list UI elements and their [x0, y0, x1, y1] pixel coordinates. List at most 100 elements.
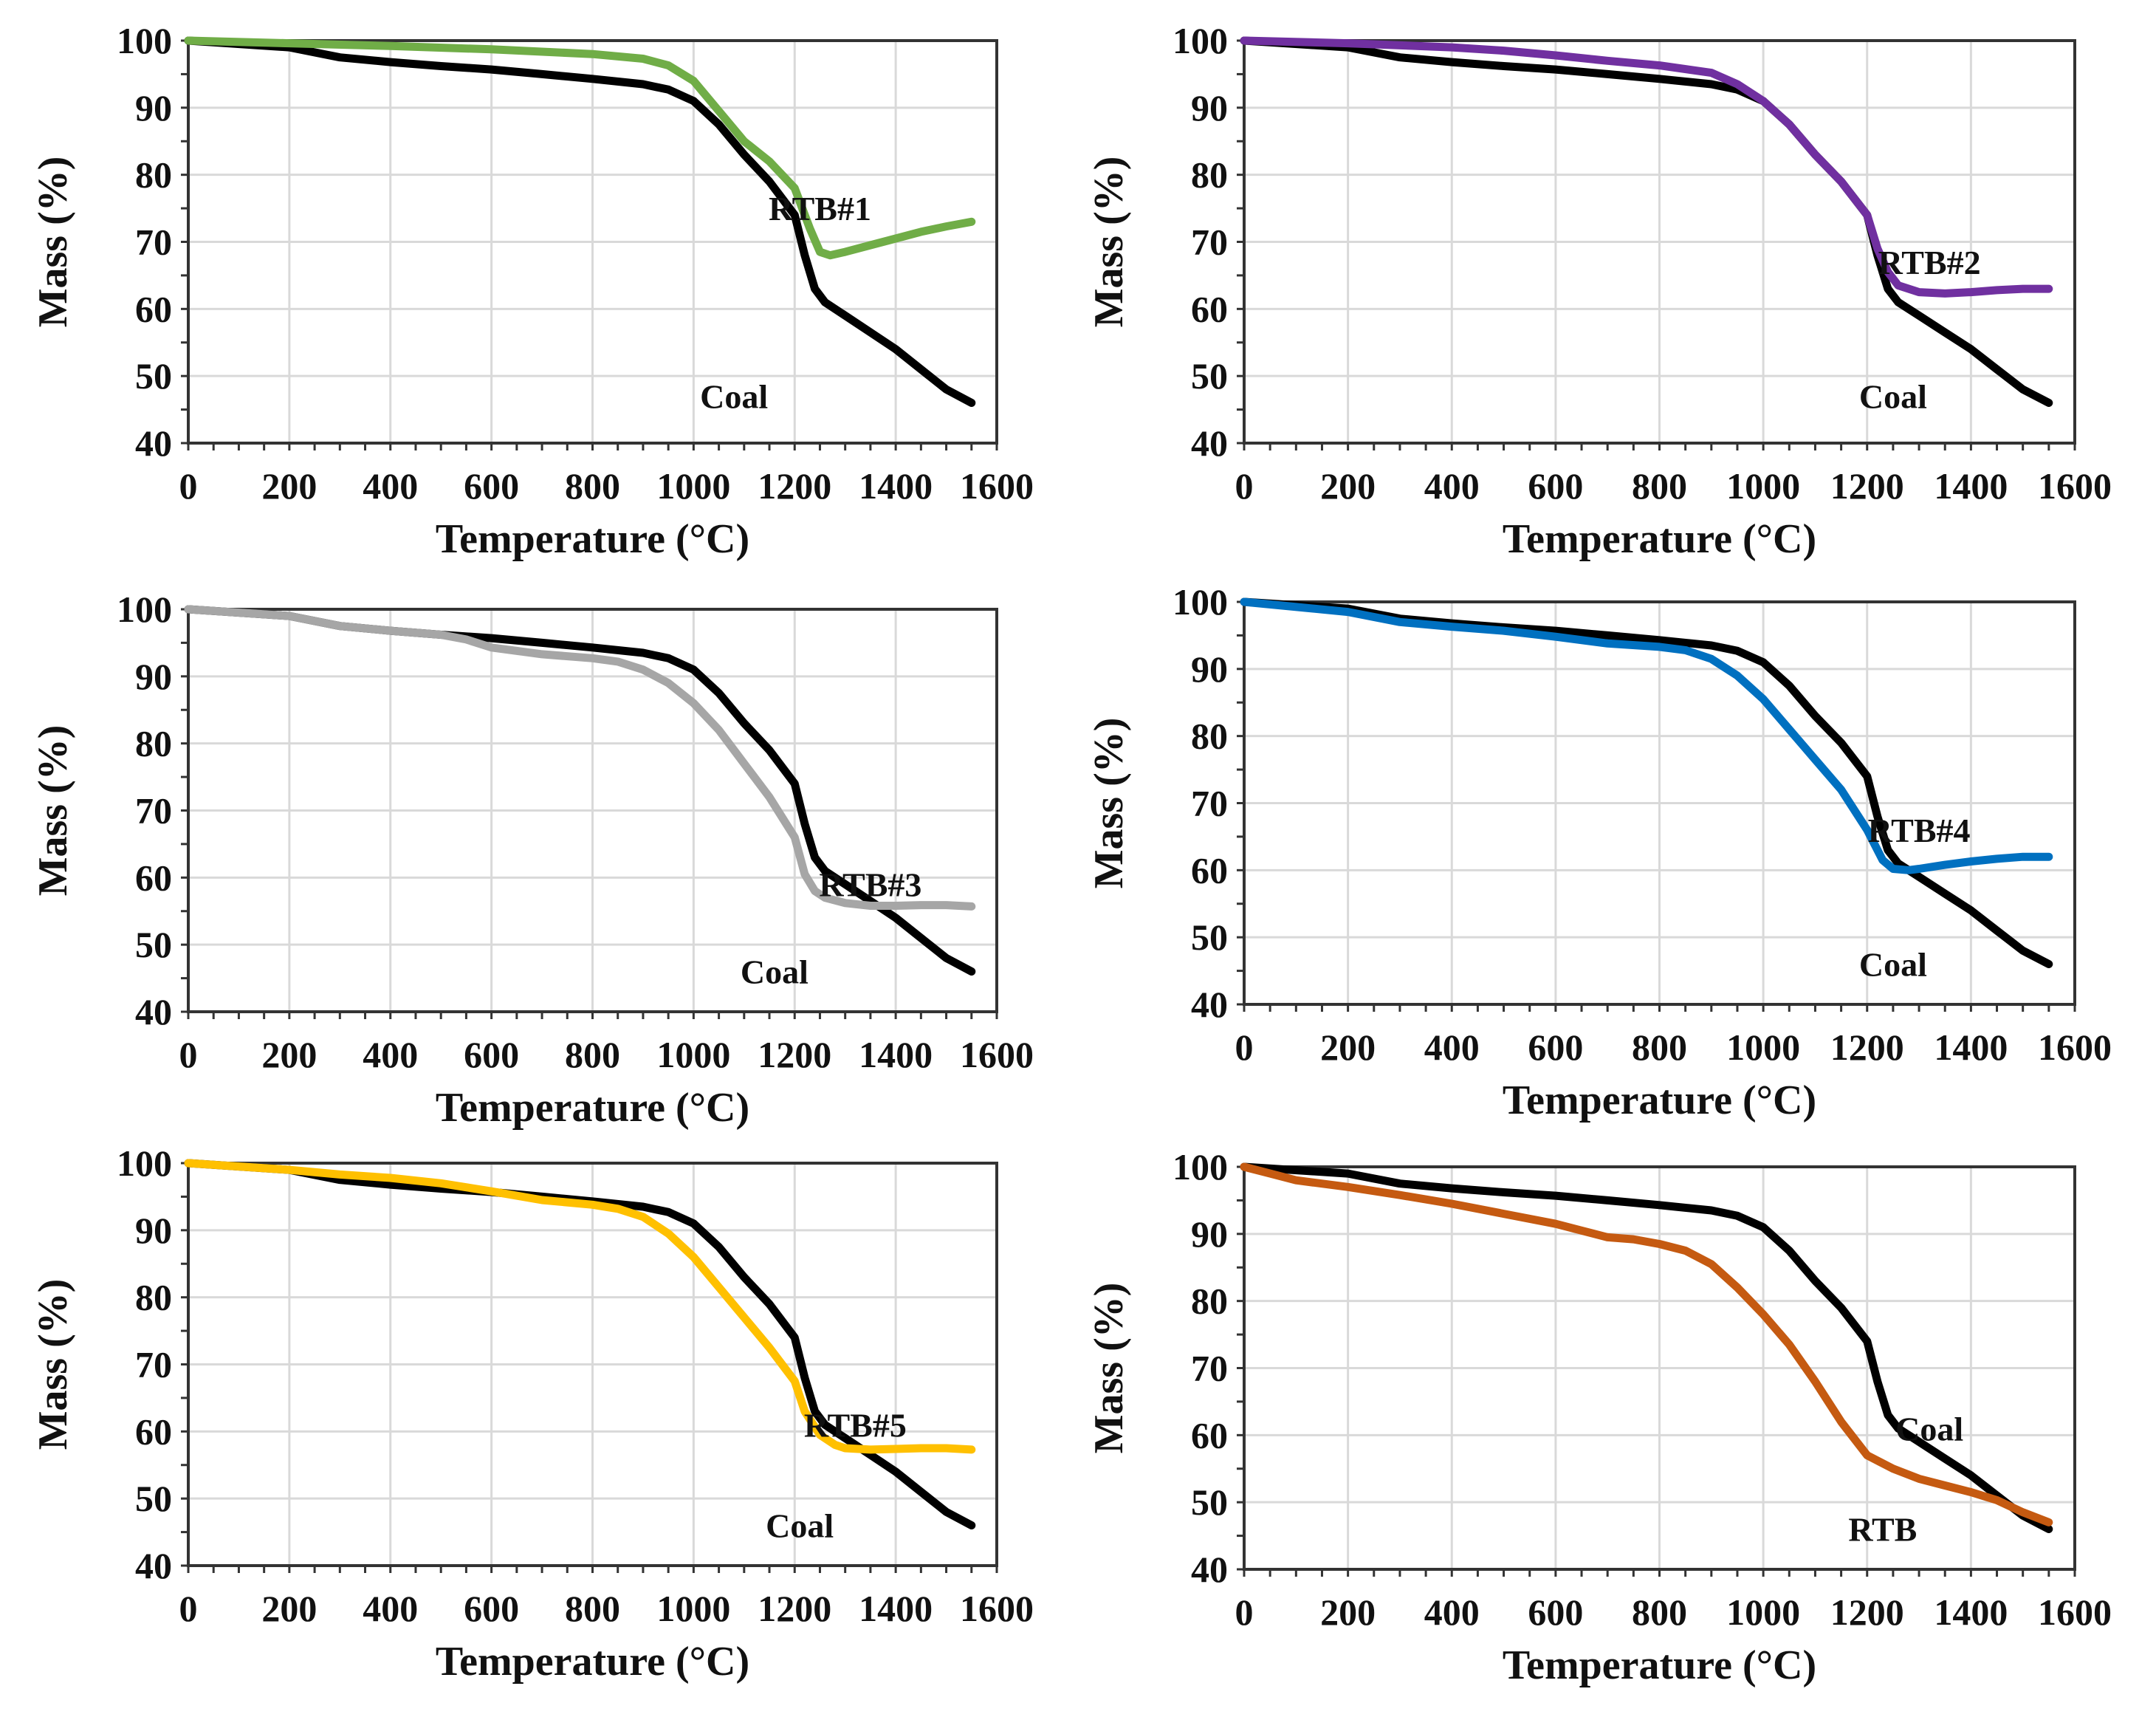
y-tick-label: 100 [117, 589, 172, 630]
x-tick-label: 600 [464, 465, 519, 507]
series-label-rtb-4: RTB#4 [1868, 812, 1971, 849]
x-axis-title: Temperature (°C) [436, 1639, 749, 1685]
y-tick-label: 70 [135, 222, 172, 263]
x-tick-label: 0 [179, 465, 198, 507]
x-axis-title: Temperature (°C) [436, 516, 749, 562]
series-label-rtb-1: RTB#1 [769, 190, 871, 227]
x-tick-label: 400 [363, 1034, 418, 1075]
y-tick-label: 90 [1191, 87, 1228, 128]
x-tick-label: 600 [1528, 1591, 1583, 1633]
series-line-rtb [1240, 1162, 2053, 1526]
y-axis-title: Mass (%) [1086, 157, 1132, 328]
x-tick-label: 200 [1320, 1591, 1376, 1633]
y-tick-label: 60 [135, 288, 172, 329]
x-tick-label: 1600 [2038, 1591, 2112, 1633]
y-tick-label: 60 [1191, 288, 1228, 329]
x-tick-label: 800 [565, 1588, 620, 1629]
y-tick-label: 50 [1191, 355, 1228, 397]
x-tick-label: 1400 [859, 1588, 933, 1629]
x-tick-label: 1000 [656, 465, 730, 507]
plot-frame [187, 608, 998, 1013]
y-tick-label: 80 [135, 1277, 172, 1318]
y-tick-label: 50 [135, 1478, 172, 1519]
y-tick-label: 70 [135, 1344, 172, 1385]
series-line-coal [184, 1159, 976, 1529]
series-line-rtb-5 [184, 1159, 976, 1454]
series-label-coal: Coal [1895, 1410, 1963, 1447]
x-tick-label: 0 [1235, 1027, 1254, 1068]
x-tick-label: 1000 [656, 1588, 730, 1629]
y-tick-label: 100 [1173, 20, 1228, 61]
y-tick-label: 80 [1191, 1281, 1228, 1322]
x-axis-title: Temperature (°C) [1503, 516, 1816, 562]
x-tick-label: 1400 [1934, 465, 2008, 507]
x-tick-label: 1200 [758, 1588, 831, 1629]
series-line-rtb-3 [184, 605, 976, 911]
series-line-rtb-4 [1240, 597, 2053, 874]
x-axis-title: Temperature (°C) [436, 1085, 749, 1131]
x-tick-label: 1600 [2038, 465, 2112, 507]
x-tick-label: 1000 [1726, 1591, 1800, 1633]
x-tick-label: 800 [1632, 1027, 1687, 1068]
series-label-coal: Coal [1859, 377, 1927, 415]
y-axis-title: Mass (%) [1086, 1283, 1132, 1454]
y-axis-title: Mass (%) [30, 157, 76, 328]
x-tick-label: 1200 [758, 1034, 831, 1075]
y-axis-title: Mass (%) [30, 725, 76, 897]
series-label-coal: Coal [766, 1507, 834, 1545]
y-tick-label: 90 [1191, 1213, 1228, 1255]
series-label-rtb-3: RTB#3 [819, 866, 921, 903]
y-tick-label: 80 [1191, 154, 1228, 196]
series-line-coal [184, 605, 976, 976]
y-tick-label: 60 [1191, 1414, 1228, 1456]
y-tick-label: 100 [117, 20, 172, 61]
y-axis-title: Mass (%) [1086, 718, 1132, 889]
y-tick-label: 100 [1173, 581, 1228, 623]
y-axis-title: Mass (%) [30, 1279, 76, 1450]
x-tick-label: 600 [1528, 465, 1583, 507]
chart-panel-5: 0 200 400 600 800 1000 1200 1400 1600 40 50 60 70 80 9… [30, 1142, 1034, 1685]
y-tick-label: 90 [1191, 648, 1228, 690]
x-tick-label: 200 [261, 1588, 317, 1629]
x-tick-label: 400 [363, 465, 418, 507]
y-tick-label: 40 [135, 991, 172, 1032]
x-tick-label: 600 [464, 1034, 519, 1075]
series-line-coal [1240, 597, 2053, 968]
x-tick-label: 1000 [1726, 1027, 1800, 1068]
x-tick-label: 1200 [1830, 1591, 1904, 1633]
x-tick-label: 1000 [656, 1034, 730, 1075]
y-tick-label: 80 [1191, 716, 1228, 757]
series-label-rtb-2: RTB#2 [1878, 244, 1981, 281]
y-tick-label: 50 [1191, 916, 1228, 958]
chart-panel-3: 0 200 400 600 800 1000 1200 1400 1600 40 50 60 70 80 9… [30, 589, 1034, 1131]
chart-panel-4: 0 200 400 600 800 1000 1200 1400 1600 40 50 60 70 80 9… [1086, 581, 2112, 1123]
plot-frame [1243, 1165, 2076, 1571]
y-tick-label: 80 [135, 154, 172, 196]
series-label-coal: Coal [741, 953, 808, 991]
x-axis-title: Temperature (°C) [1503, 1077, 1816, 1123]
y-tick-label: 50 [1191, 1481, 1228, 1523]
x-tick-label: 800 [1632, 1591, 1687, 1633]
y-tick-label: 70 [1191, 1348, 1228, 1389]
x-tick-label: 200 [261, 465, 317, 507]
y-tick-label: 100 [117, 1142, 172, 1184]
x-tick-label: 400 [1424, 465, 1480, 507]
x-tick-label: 1200 [758, 465, 831, 507]
y-tick-label: 50 [135, 355, 172, 397]
y-tick-label: 70 [1191, 222, 1228, 263]
x-tick-label: 800 [565, 465, 620, 507]
chart-panel-1: 0 200 400 600 800 1000 1200 1400 1600 40 50 60 70 80 9… [30, 20, 1034, 562]
x-tick-label: 1400 [1934, 1591, 2008, 1633]
series-label-rtb: RTB [1848, 1511, 1917, 1549]
x-tick-label: 1400 [859, 465, 933, 507]
y-tick-label: 70 [135, 790, 172, 832]
plot-frame [187, 1162, 998, 1567]
y-tick-label: 40 [1191, 984, 1228, 1025]
y-tick-label: 90 [135, 656, 172, 697]
x-tick-label: 1200 [1830, 465, 1904, 507]
x-tick-label: 1600 [960, 465, 1034, 507]
x-tick-label: 1400 [1934, 1027, 2008, 1068]
x-tick-label: 400 [1424, 1591, 1480, 1633]
x-tick-label: 0 [1235, 465, 1254, 507]
